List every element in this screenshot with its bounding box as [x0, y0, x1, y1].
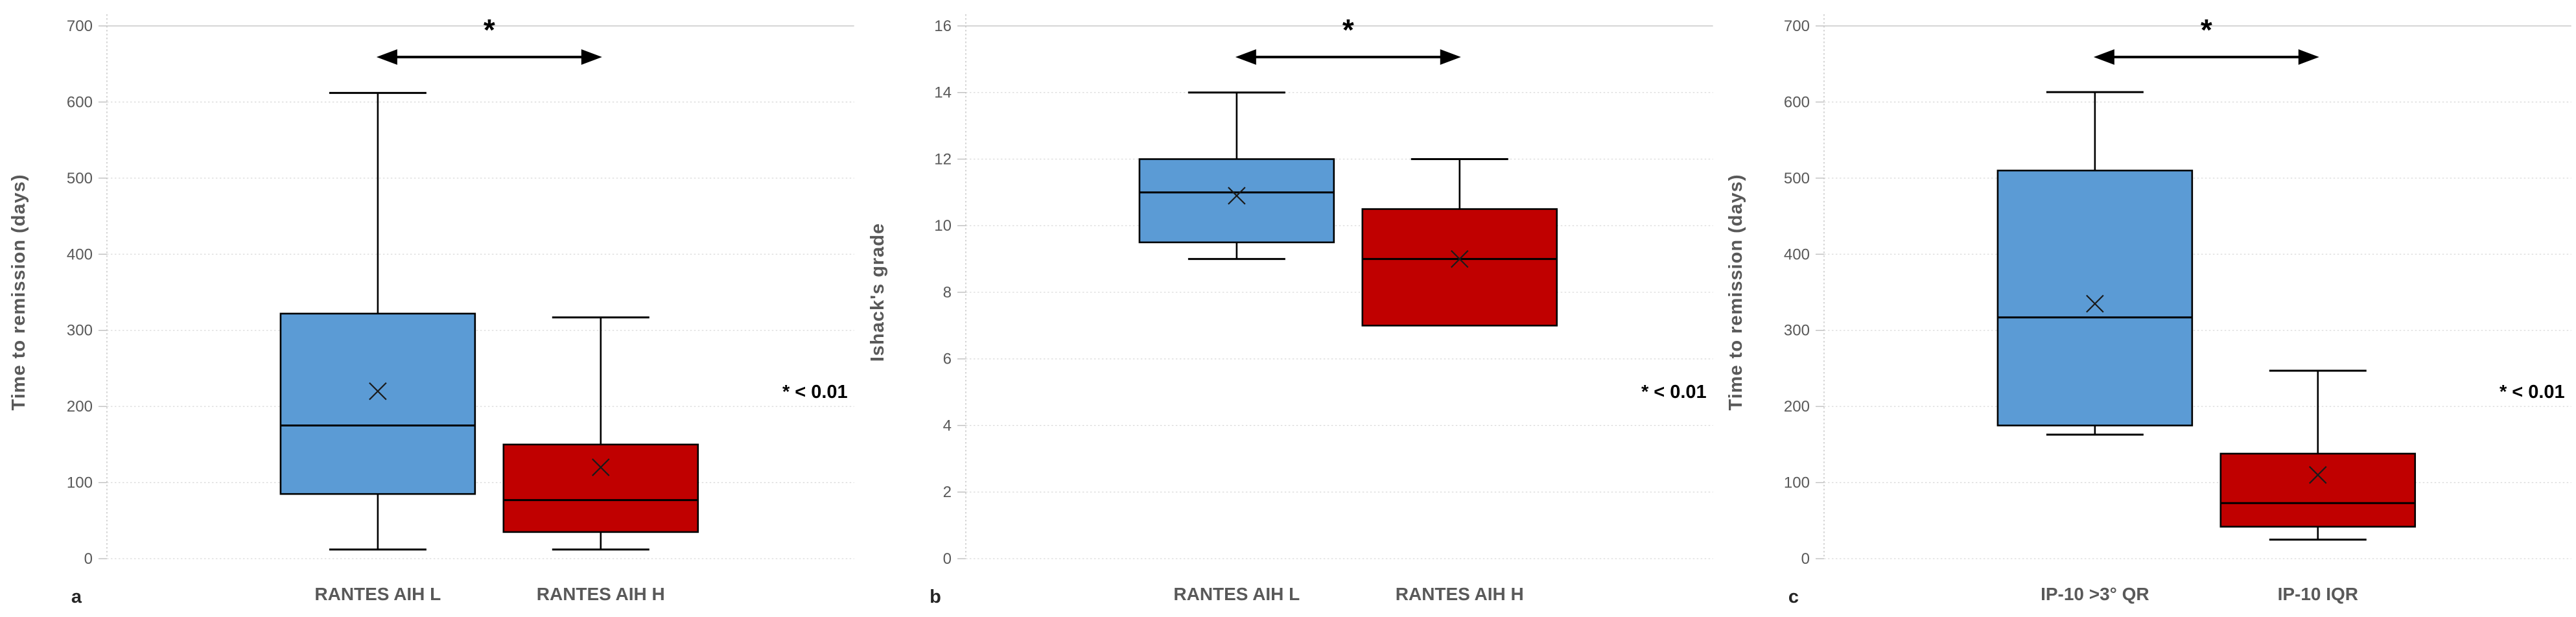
- mean-marker: [2086, 294, 2104, 313]
- significance-note: * < 0.01: [782, 382, 848, 402]
- y-tick-label: 10: [934, 217, 952, 235]
- mean-marker: [1450, 250, 1469, 268]
- significance-note: * < 0.01: [1641, 382, 1707, 402]
- y-tick-label: 0: [84, 550, 93, 568]
- category-label: RANTES AIH H: [1395, 584, 1523, 604]
- y-tick-label: 2: [943, 483, 951, 501]
- y-tick-label: 400: [1784, 246, 1810, 263]
- panel-letter: c: [1788, 587, 1799, 607]
- mean-marker: [1227, 187, 1246, 205]
- y-tick-label: 100: [67, 474, 93, 492]
- panel-c: 0 100 200 300 400 500 600 700 Time to remission …: [1717, 0, 2576, 617]
- panel-b: 0 2 4 6 8 10 12 14 16 Ishack's grade RANTES AIH L R…: [859, 0, 1718, 617]
- y-tick-label: 0: [1801, 550, 1810, 568]
- mean-marker: [2309, 466, 2327, 484]
- y-axis-title: Time to remission (days): [8, 174, 29, 411]
- box: [2219, 452, 2417, 528]
- y-tick-label: 16: [934, 17, 952, 35]
- arrowhead-left-icon: [2094, 49, 2115, 65]
- boxplot-chart-c: 0 100 200 300 400 500 600 700 Time to remission …: [1726, 13, 2572, 607]
- y-axis-title: Time to remission (days): [1726, 174, 1746, 411]
- significance-star: *: [484, 13, 495, 47]
- y-tick-label: 500: [1784, 170, 1810, 187]
- y-tick-label: 400: [67, 246, 93, 263]
- y-tick-label: 600: [1784, 93, 1810, 111]
- panel-letter: a: [71, 587, 82, 607]
- mean-marker: [369, 382, 387, 401]
- boxplot-chart-b: 0 2 4 6 8 10 12 14 16 Ishack's grade RANTES AIH L R…: [867, 13, 1713, 607]
- boxplot-chart-a: 0 100 200 300 400 500 600 700 Time to remission …: [8, 13, 854, 607]
- y-tick-label: 600: [67, 93, 93, 111]
- arrowhead-left-icon: [376, 49, 397, 65]
- y-tick-label: 700: [67, 17, 93, 35]
- y-tick-label: 500: [67, 170, 93, 187]
- mean-marker: [591, 458, 610, 476]
- category-label: RANTES AIH L: [1173, 584, 1300, 604]
- y-axis-title: Ishack's grade: [867, 223, 888, 362]
- y-tick-label: 12: [934, 150, 952, 168]
- y-tick-label: 300: [1784, 322, 1810, 340]
- arrowhead-left-icon: [1235, 49, 1256, 65]
- y-tick-label: 700: [1784, 17, 1810, 35]
- box: [279, 312, 476, 495]
- y-tick-label: 4: [943, 417, 951, 434]
- significance-star: *: [1342, 13, 1354, 47]
- y-tick-label: 200: [1784, 398, 1810, 415]
- y-tick-label: 6: [943, 351, 951, 368]
- y-tick-label: 100: [1784, 474, 1810, 492]
- box: [502, 443, 699, 533]
- box: [1996, 169, 2194, 426]
- category-label: RANTES AIH H: [537, 584, 665, 604]
- y-tick-label: 200: [67, 398, 93, 415]
- panel-letter: b: [930, 587, 941, 607]
- y-tick-label: 0: [943, 550, 951, 568]
- category-label: RANTES AIH L: [314, 584, 441, 604]
- y-tick-label: 8: [943, 284, 951, 301]
- arrowhead-right-icon: [581, 49, 602, 65]
- arrowhead-right-icon: [2299, 49, 2320, 65]
- significance-star: *: [2201, 13, 2212, 47]
- box: [1361, 208, 1558, 327]
- y-tick-label: 14: [934, 84, 952, 102]
- panel-a: 0 100 200 300 400 500 600 700 Time to remission …: [0, 0, 859, 617]
- category-label: IP-10 IQR: [2278, 584, 2358, 604]
- box: [1138, 158, 1335, 244]
- arrowhead-right-icon: [1440, 49, 1461, 65]
- y-tick-label: 300: [67, 322, 93, 340]
- category-label: IP-10 >3° QR: [2041, 584, 2149, 604]
- significance-note: * < 0.01: [2500, 382, 2565, 402]
